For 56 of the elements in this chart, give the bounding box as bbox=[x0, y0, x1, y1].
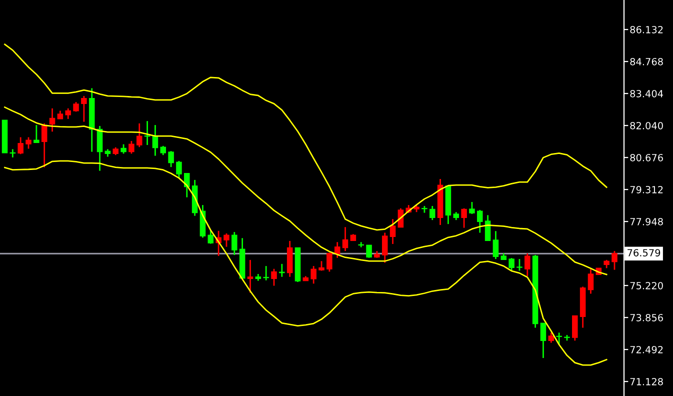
candlestick bbox=[588, 268, 594, 294]
y-tick-label: 77.948 bbox=[630, 218, 663, 226]
y-tick-label: 71.128 bbox=[630, 378, 663, 386]
line-series bbox=[4, 160, 608, 366]
candlestick bbox=[390, 218, 396, 245]
candlestick bbox=[556, 332, 562, 346]
candlestick bbox=[572, 315, 578, 342]
candlestick bbox=[612, 250, 618, 270]
candlestick bbox=[128, 140, 134, 154]
candlestick bbox=[540, 322, 546, 359]
candlestick bbox=[65, 108, 71, 120]
candlestick bbox=[136, 122, 142, 148]
candlestick bbox=[508, 257, 514, 272]
candlestick bbox=[342, 226, 348, 252]
candlestick bbox=[476, 209, 483, 234]
line-series bbox=[4, 106, 608, 276]
candlestick bbox=[524, 252, 530, 277]
candlestick bbox=[41, 122, 48, 168]
candlestick bbox=[160, 145, 166, 156]
candlestick bbox=[168, 150, 174, 168]
y-tick-label: 82.040 bbox=[630, 122, 663, 130]
candlestick bbox=[516, 258, 522, 272]
candlestick bbox=[366, 244, 372, 259]
y-tick-label: 75.220 bbox=[630, 282, 663, 290]
candlestick bbox=[120, 144, 126, 154]
candlestick bbox=[469, 201, 475, 215]
candlestick bbox=[484, 214, 491, 242]
candlestick bbox=[208, 229, 214, 244]
y-tick-label: 79.312 bbox=[630, 186, 663, 194]
candlestick bbox=[429, 205, 436, 221]
candlestick bbox=[358, 241, 364, 248]
y-tick-label: 80.676 bbox=[630, 154, 663, 162]
y-tick-label: 84.768 bbox=[630, 58, 663, 66]
candlestick bbox=[271, 268, 277, 286]
y-tick-label: 86.132 bbox=[630, 26, 663, 34]
candlestick bbox=[247, 259, 254, 294]
candlestick bbox=[382, 232, 388, 264]
candlestick bbox=[461, 208, 467, 228]
y-tick-label: 72.492 bbox=[630, 346, 663, 354]
candlestick bbox=[224, 232, 230, 248]
ref-line-label: 76.579 bbox=[628, 249, 660, 256]
candlestick bbox=[18, 136, 24, 155]
candlestick bbox=[548, 332, 554, 344]
y-tick-label: 83.404 bbox=[630, 90, 664, 98]
candlestick bbox=[34, 124, 40, 144]
candlestick bbox=[26, 136, 32, 150]
candlestick bbox=[232, 231, 238, 256]
candlestick bbox=[176, 160, 182, 179]
candlestick bbox=[326, 252, 332, 272]
candlestick bbox=[49, 108, 56, 132]
candlestick bbox=[492, 230, 499, 260]
candlestick bbox=[263, 265, 269, 282]
candlestick bbox=[81, 95, 87, 122]
candlestick bbox=[310, 265, 316, 284]
y-tick-label: 73.856 bbox=[630, 314, 663, 322]
candlestick bbox=[184, 172, 190, 198]
